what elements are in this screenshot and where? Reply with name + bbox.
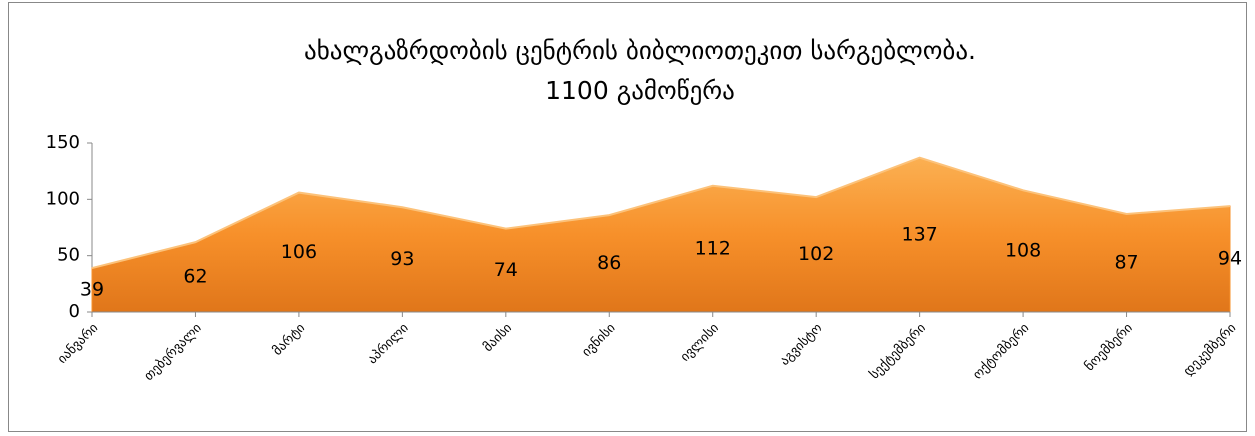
- data-label: 39: [80, 279, 104, 301]
- area-edge: [91, 156, 1231, 270]
- data-label: 112: [695, 237, 731, 259]
- data-label: 93: [390, 248, 414, 270]
- y-tick-label: 50: [57, 245, 80, 266]
- chart-title: ახალგაზრდობის ცენტრის ბიბლიოთეკით სარგებ…: [304, 36, 976, 65]
- data-label: 106: [281, 241, 317, 263]
- data-label: 87: [1114, 251, 1138, 273]
- data-label: 86: [597, 252, 621, 274]
- chart-subtitle: 1100 გამოწერა: [545, 76, 735, 105]
- data-label: 137: [902, 223, 938, 245]
- data-label: 102: [798, 243, 834, 265]
- data-label: 62: [183, 266, 207, 288]
- data-label: 108: [1005, 240, 1041, 262]
- y-tick-label: 150: [46, 132, 80, 153]
- data-label: 94: [1218, 248, 1242, 270]
- y-tick-label: 0: [69, 301, 80, 322]
- y-tick-label: 100: [46, 188, 80, 209]
- data-label: 74: [494, 259, 518, 281]
